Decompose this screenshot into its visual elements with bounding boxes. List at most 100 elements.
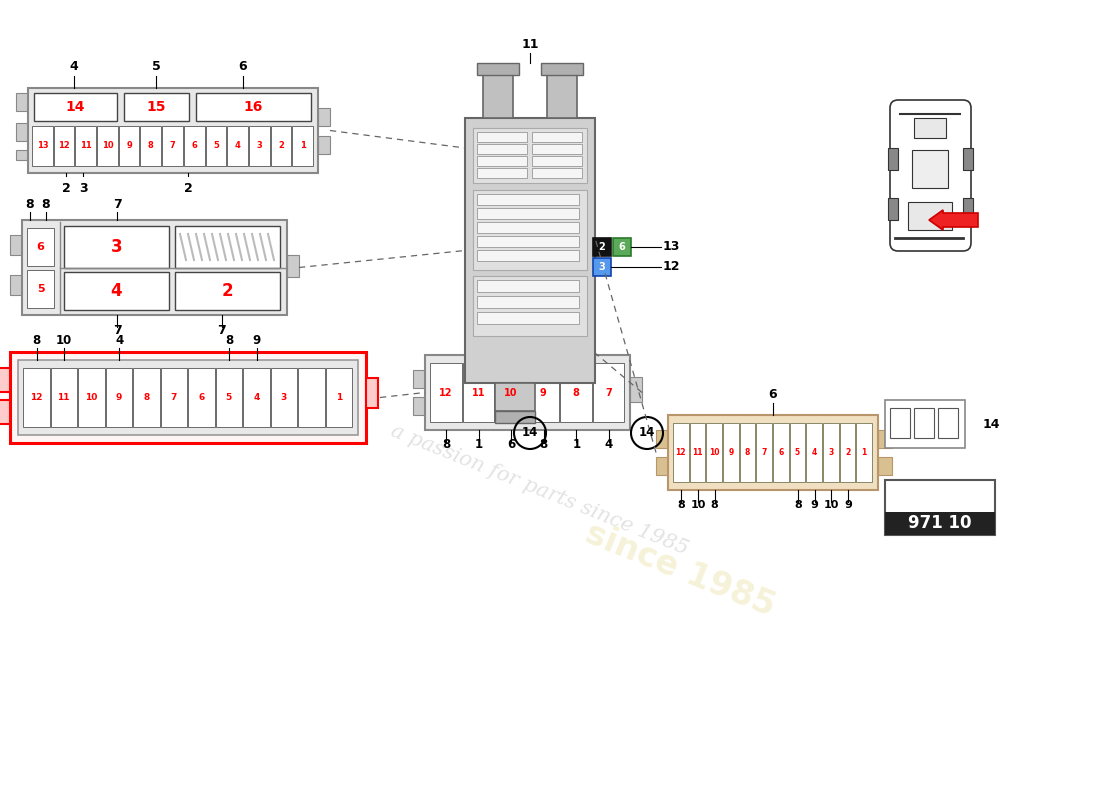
Text: 8: 8 bbox=[33, 334, 41, 346]
Text: 13: 13 bbox=[663, 241, 681, 254]
Text: since 1985: since 1985 bbox=[580, 517, 780, 623]
FancyBboxPatch shape bbox=[888, 198, 898, 220]
Text: 14: 14 bbox=[66, 100, 86, 114]
Text: 6: 6 bbox=[36, 242, 44, 252]
FancyBboxPatch shape bbox=[914, 118, 946, 138]
FancyBboxPatch shape bbox=[141, 126, 162, 166]
Text: 971 10: 971 10 bbox=[909, 514, 971, 532]
Text: 8: 8 bbox=[42, 198, 51, 211]
FancyBboxPatch shape bbox=[477, 296, 579, 308]
FancyBboxPatch shape bbox=[28, 228, 54, 266]
Text: 3: 3 bbox=[280, 393, 287, 402]
Text: 7: 7 bbox=[170, 393, 177, 402]
Text: 8: 8 bbox=[572, 387, 580, 398]
FancyBboxPatch shape bbox=[528, 363, 559, 422]
Text: 7: 7 bbox=[605, 387, 612, 398]
FancyBboxPatch shape bbox=[271, 368, 297, 427]
FancyBboxPatch shape bbox=[0, 368, 10, 392]
FancyBboxPatch shape bbox=[823, 423, 838, 482]
FancyBboxPatch shape bbox=[888, 148, 898, 170]
FancyBboxPatch shape bbox=[723, 423, 739, 482]
Text: 4: 4 bbox=[812, 448, 817, 457]
FancyBboxPatch shape bbox=[532, 132, 582, 142]
Text: 12: 12 bbox=[439, 387, 452, 398]
FancyBboxPatch shape bbox=[477, 222, 579, 233]
Text: 10: 10 bbox=[708, 448, 719, 457]
Text: 6: 6 bbox=[191, 142, 197, 150]
FancyBboxPatch shape bbox=[54, 126, 75, 166]
FancyBboxPatch shape bbox=[184, 126, 205, 166]
FancyBboxPatch shape bbox=[206, 126, 227, 166]
Text: 8: 8 bbox=[442, 438, 450, 451]
Text: 8: 8 bbox=[711, 500, 718, 510]
Text: 7: 7 bbox=[112, 198, 121, 211]
FancyBboxPatch shape bbox=[10, 235, 22, 255]
Text: 8: 8 bbox=[143, 393, 150, 402]
Text: 2: 2 bbox=[62, 182, 70, 194]
FancyBboxPatch shape bbox=[477, 156, 527, 166]
FancyBboxPatch shape bbox=[76, 126, 96, 166]
Text: 3: 3 bbox=[598, 262, 605, 272]
FancyBboxPatch shape bbox=[293, 126, 314, 166]
Text: 8: 8 bbox=[540, 438, 548, 451]
Text: 11: 11 bbox=[472, 387, 485, 398]
Text: 6: 6 bbox=[507, 438, 516, 451]
FancyBboxPatch shape bbox=[196, 93, 311, 121]
FancyBboxPatch shape bbox=[962, 148, 974, 170]
FancyBboxPatch shape bbox=[908, 202, 952, 230]
Text: 11: 11 bbox=[80, 142, 91, 150]
FancyBboxPatch shape bbox=[483, 73, 513, 118]
Text: 1: 1 bbox=[861, 448, 867, 457]
Text: 9: 9 bbox=[811, 500, 818, 510]
Text: 5: 5 bbox=[36, 284, 44, 294]
FancyBboxPatch shape bbox=[16, 123, 28, 141]
FancyBboxPatch shape bbox=[51, 368, 77, 427]
FancyBboxPatch shape bbox=[465, 118, 595, 383]
FancyBboxPatch shape bbox=[477, 280, 579, 292]
Text: 6: 6 bbox=[618, 242, 626, 252]
FancyBboxPatch shape bbox=[430, 363, 462, 422]
FancyBboxPatch shape bbox=[64, 226, 169, 268]
Text: 1: 1 bbox=[475, 438, 483, 451]
Text: 5: 5 bbox=[213, 142, 219, 150]
FancyBboxPatch shape bbox=[706, 423, 722, 482]
Text: 8: 8 bbox=[794, 500, 802, 510]
FancyBboxPatch shape bbox=[613, 238, 631, 256]
Text: 10: 10 bbox=[504, 387, 517, 398]
Text: 6: 6 bbox=[778, 448, 783, 457]
Text: 8: 8 bbox=[745, 448, 750, 457]
FancyBboxPatch shape bbox=[462, 363, 494, 422]
FancyBboxPatch shape bbox=[878, 430, 892, 448]
FancyBboxPatch shape bbox=[912, 150, 948, 188]
FancyBboxPatch shape bbox=[326, 368, 352, 427]
Text: 4: 4 bbox=[253, 393, 260, 402]
Text: 4: 4 bbox=[605, 438, 613, 451]
FancyBboxPatch shape bbox=[16, 93, 28, 111]
FancyBboxPatch shape bbox=[886, 480, 996, 535]
FancyBboxPatch shape bbox=[22, 220, 287, 315]
Text: 4: 4 bbox=[116, 334, 123, 346]
FancyBboxPatch shape bbox=[790, 423, 805, 482]
Text: 10: 10 bbox=[85, 393, 98, 402]
Text: 7: 7 bbox=[761, 448, 767, 457]
FancyBboxPatch shape bbox=[473, 276, 587, 336]
FancyBboxPatch shape bbox=[593, 238, 611, 256]
FancyBboxPatch shape bbox=[839, 423, 856, 482]
FancyBboxPatch shape bbox=[806, 423, 822, 482]
FancyBboxPatch shape bbox=[560, 363, 592, 422]
FancyBboxPatch shape bbox=[10, 352, 366, 443]
FancyArrow shape bbox=[930, 210, 978, 230]
FancyBboxPatch shape bbox=[914, 408, 934, 438]
Text: 9: 9 bbox=[253, 334, 261, 346]
FancyBboxPatch shape bbox=[318, 136, 330, 154]
FancyBboxPatch shape bbox=[0, 400, 10, 424]
FancyBboxPatch shape bbox=[757, 423, 772, 482]
Text: 8: 8 bbox=[226, 334, 233, 346]
Text: 12: 12 bbox=[30, 393, 43, 402]
FancyBboxPatch shape bbox=[175, 272, 280, 310]
Text: 10: 10 bbox=[824, 500, 839, 510]
FancyBboxPatch shape bbox=[10, 275, 22, 295]
FancyBboxPatch shape bbox=[188, 368, 214, 427]
FancyBboxPatch shape bbox=[78, 368, 104, 427]
FancyBboxPatch shape bbox=[124, 93, 189, 121]
